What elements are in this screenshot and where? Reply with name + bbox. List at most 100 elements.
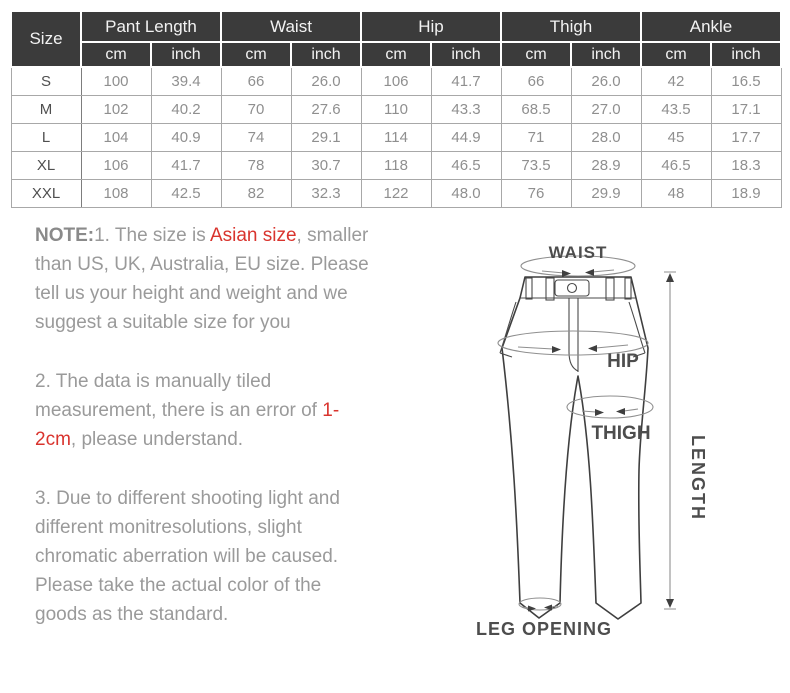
table-cell: 76 [500, 179, 572, 208]
table-cell: 32.3 [290, 179, 362, 208]
belt-loop-icon [605, 277, 615, 301]
unit-inch: inch [430, 41, 502, 68]
table-cell: 17.1 [710, 95, 782, 124]
waist-ellipse [520, 255, 636, 277]
arrow-left-icon [544, 604, 552, 611]
table-row-m: M 102 40.2 70 27.6 110 43.3 68.5 27.0 43… [10, 95, 782, 124]
hip-label: HIP [607, 351, 639, 372]
note-text: 2. The data is manually tiled measuremen… [35, 371, 323, 421]
table-cell: 28.0 [570, 123, 642, 152]
size-chart-table: Size Pant Length Waist Hip Thigh Ankle c… [10, 10, 782, 208]
table-cell: 66 [220, 66, 292, 96]
table-cell: 27.6 [290, 95, 362, 124]
table-header: Size Pant Length Waist Hip Thigh Ankle c… [10, 10, 782, 68]
fly-curve-line [568, 298, 579, 372]
hip-arrow-line [595, 344, 629, 349]
table-cell: 17.7 [710, 123, 782, 152]
table-cell: 102 [80, 95, 152, 124]
table-cell: 73.5 [500, 151, 572, 180]
table-cell: 74 [220, 123, 292, 152]
table-cell: 70 [220, 95, 292, 124]
button-icon [566, 282, 578, 294]
table-cell: 48.0 [430, 179, 502, 208]
table-cell: 71 [500, 123, 572, 152]
leg-opening-arrow-line [550, 605, 559, 608]
table-cell: 104 [80, 123, 152, 152]
header-pant-length: Pant Length [80, 10, 222, 43]
table-cell: 43.3 [430, 95, 502, 124]
table-cell: 18.9 [710, 179, 782, 208]
unit-inch: inch [710, 41, 782, 68]
note-highlight: 1-2cm [35, 400, 340, 450]
unit-cm: cm [640, 41, 712, 68]
unit-inch: inch [290, 41, 362, 68]
table-cell: 66 [500, 66, 572, 96]
pocket-line-right [628, 301, 646, 358]
note-text: , smaller than US, UK, Australia, EU siz… [35, 225, 369, 333]
leg-opening-arrow-line [521, 606, 530, 609]
table-cell: 114 [360, 123, 432, 152]
table-cell: 106 [80, 151, 152, 180]
waist-arrow-line [541, 270, 565, 274]
table-cell: 106 [360, 66, 432, 96]
arrow-down-icon [666, 599, 674, 608]
belt-loop-icon [624, 277, 632, 300]
unit-inch: inch [570, 41, 642, 68]
arrow-up-icon [666, 273, 674, 282]
thigh-arrow-line [581, 410, 597, 413]
note-2: 2. The data is manually tiled measuremen… [35, 367, 373, 454]
belt-loop-icon [525, 277, 533, 300]
table-row-xl: XL 106 41.7 78 30.7 118 46.5 73.5 28.9 4… [10, 151, 782, 180]
table-cell: 43.5 [640, 95, 712, 124]
size-label: S [10, 66, 82, 96]
table-cell: 29.1 [290, 123, 362, 152]
header-hip: Hip [360, 10, 502, 43]
arrow-left-icon [588, 345, 597, 352]
arrow-right-icon [528, 605, 536, 612]
pocket-line-left [499, 301, 517, 358]
table-cell: 82 [220, 179, 292, 208]
table-cell: 118 [360, 151, 432, 180]
arrow-left-icon [616, 408, 625, 415]
hip-ellipse [497, 330, 649, 356]
table-cell: 78 [220, 151, 292, 180]
thigh-arrow-line [623, 408, 639, 412]
table-cell: 18.3 [710, 151, 782, 180]
table-cell: 40.2 [150, 95, 222, 124]
header-ankle: Ankle [640, 10, 782, 43]
notes-block: NOTE:1. The size is Asian size, smaller … [35, 221, 373, 659]
table-cell: 122 [360, 179, 432, 208]
note-3: 3. Due to different shooting light and d… [35, 484, 373, 629]
table-cell: 41.7 [430, 66, 502, 96]
unit-cm: cm [360, 41, 432, 68]
note-text: 1. The size is [94, 225, 210, 246]
table-cell: 108 [80, 179, 152, 208]
table-cell: 30.7 [290, 151, 362, 180]
leg-opening-label: LEG OPENING [476, 619, 612, 639]
size-label: L [10, 123, 82, 152]
unit-cm: cm [500, 41, 572, 68]
size-label: XL [10, 151, 82, 180]
unit-inch: inch [150, 41, 222, 68]
table-cell: 100 [80, 66, 152, 96]
waist-label: WAIST [549, 243, 608, 262]
table-cell: 44.9 [430, 123, 502, 152]
table-cell: 27.0 [570, 95, 642, 124]
table-cell: 46.5 [430, 151, 502, 180]
table-row-xxl: XXL 108 42.5 82 32.3 122 48.0 76 29.9 48… [10, 179, 782, 208]
note-text: , please understand. [70, 429, 244, 450]
length-tick-lines [664, 271, 676, 610]
arrow-left-icon [585, 269, 594, 276]
waist-arrow-line [591, 269, 615, 273]
leg-opening-ellipse [518, 597, 562, 611]
table-cell: 42 [640, 66, 712, 96]
table-row-l: L 104 40.9 74 29.1 114 44.9 71 28.0 45 1… [10, 123, 782, 152]
table-cell: 48 [640, 179, 712, 208]
unit-cm: cm [220, 41, 292, 68]
arrow-right-icon [595, 409, 604, 416]
arrow-right-icon [552, 346, 561, 353]
hip-arrow-line [517, 346, 554, 350]
size-label: M [10, 95, 82, 124]
table-cell: 26.0 [570, 66, 642, 96]
